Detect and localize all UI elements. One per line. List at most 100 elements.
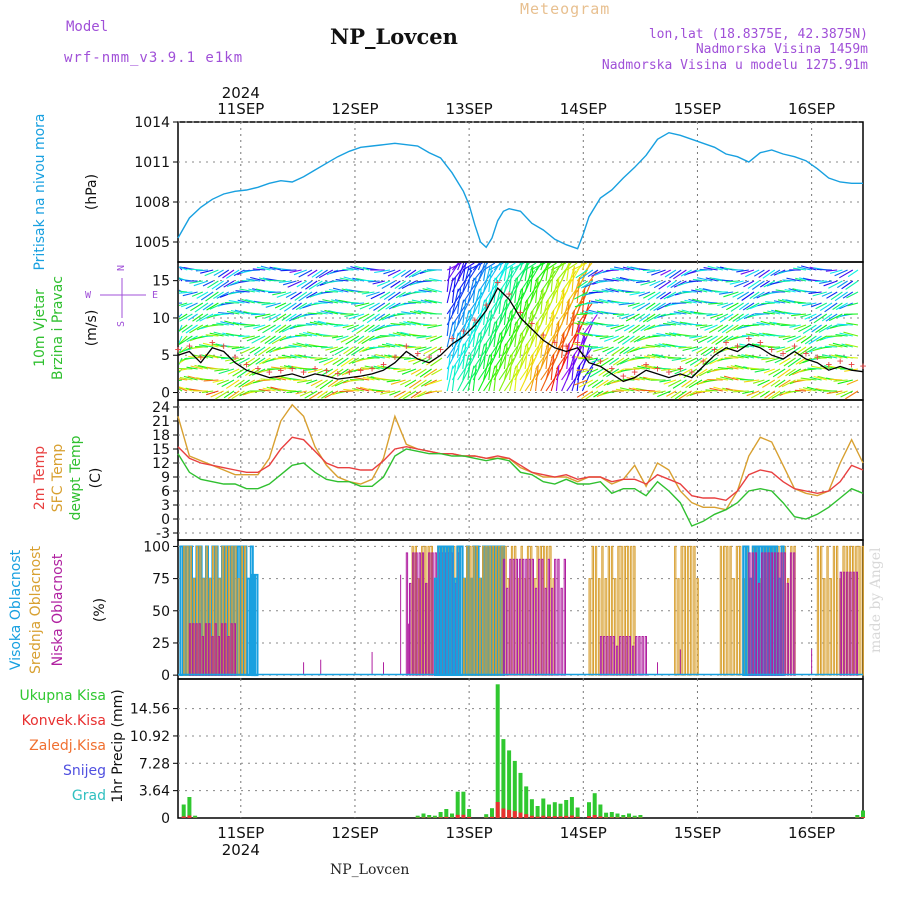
wind-arrow (519, 332, 524, 359)
wind-arrow (731, 346, 744, 349)
wind-arrow (813, 375, 827, 381)
wind-arrow (222, 269, 235, 279)
wind-arrow (318, 300, 333, 304)
wind-arrow (249, 346, 261, 354)
mid-cloud-label: Srednja Oblacnost (28, 546, 44, 674)
wind-arrow (401, 280, 417, 289)
wind-arrow (290, 354, 302, 359)
wind-arrow (590, 300, 604, 304)
wind-arrow (778, 379, 791, 388)
wind-arrow (431, 368, 443, 376)
wind-arrow (737, 354, 749, 359)
wind-arrow (446, 277, 454, 304)
wind-arrow (666, 280, 677, 288)
cloud-bar (534, 587, 538, 676)
wind-arrow (472, 288, 480, 315)
wind-arrow (843, 331, 859, 337)
temp-tick-label: 6 (161, 484, 170, 500)
wind-arrow (359, 302, 375, 310)
wind-arrow (266, 386, 281, 392)
cloud-bar (512, 558, 515, 676)
wind-arrow (277, 356, 292, 359)
wind-arrow (591, 379, 604, 389)
wind-arrow (837, 379, 853, 385)
wind-arrow (811, 365, 827, 370)
wind-arrow (304, 390, 318, 399)
temp-tick-label: 3 (161, 498, 170, 514)
wind-arrow (837, 280, 848, 289)
wind-arrow (271, 335, 287, 345)
precip-bar (598, 804, 603, 818)
wind-arrow (265, 346, 276, 354)
wind-arrow (824, 345, 838, 348)
wind-arrow (239, 288, 255, 293)
wind-arrow (760, 320, 775, 326)
wind-arrow (218, 311, 235, 315)
gust-marker: + (666, 366, 673, 379)
wind-arrow (178, 346, 183, 354)
wind-arrow (426, 287, 443, 293)
precip-bar (575, 807, 580, 818)
wind-arrow (498, 262, 507, 282)
wind-arrow (768, 390, 781, 400)
wind-arrow (640, 280, 656, 286)
wind-arrow (798, 324, 812, 333)
wind-arrow (705, 389, 718, 392)
cloud-bar (644, 636, 648, 676)
cloud-bar (525, 558, 528, 676)
wind-arrow (636, 280, 651, 284)
wind-arrow (393, 390, 406, 398)
wind-arrow (696, 277, 713, 282)
wind-arrow (579, 269, 594, 280)
cloud-bar (557, 558, 560, 676)
cloud-bar (690, 545, 693, 676)
wind-arrow (670, 280, 682, 289)
wind-arrow (723, 375, 739, 381)
wind-arrow (529, 321, 538, 348)
wind-arrow (252, 288, 266, 293)
cloud-bar (619, 636, 622, 676)
wind-arrow (451, 365, 457, 392)
wind-arrow (670, 320, 687, 326)
wind-arrow (386, 324, 401, 327)
temp-tick-label: 21 (152, 414, 170, 430)
wind-arrow (419, 368, 432, 378)
wind-arrow (688, 298, 703, 304)
wind-arrow (757, 379, 770, 386)
wind-arrow (674, 368, 687, 375)
wind-arrow (710, 313, 723, 319)
precip-bar (512, 760, 517, 818)
wind-arrow (243, 269, 261, 272)
wind-arrow (329, 346, 344, 354)
wind-arrow (561, 288, 565, 315)
cloud-bar (628, 636, 632, 676)
wind-arrow (413, 310, 427, 315)
wind-arrow (407, 301, 422, 304)
wind-arrow (673, 280, 687, 288)
wind-arrow (595, 379, 609, 389)
wind-arrow (638, 291, 651, 297)
wind-arrow (634, 356, 651, 359)
wind-arrow (763, 311, 775, 315)
pressure-tick-label: 1014 (134, 115, 170, 131)
wind-arrow (206, 302, 219, 311)
wind-arrow (503, 343, 508, 370)
cloud-bar (598, 578, 601, 676)
wind-arrow (759, 390, 770, 398)
wind-arrow (189, 324, 204, 334)
gust-marker: + (483, 298, 490, 311)
wind-arrow (178, 313, 183, 318)
wind-arrow (818, 355, 833, 359)
wind-arrow (648, 390, 661, 393)
gust-marker: + (266, 366, 273, 379)
wind-arrow (295, 302, 308, 311)
wind-arrow (648, 335, 661, 338)
wind-arrow (351, 324, 365, 333)
wind-speed-line (177, 287, 864, 383)
wind-arrow (413, 379, 427, 390)
wind-arrow (400, 269, 412, 278)
wind-arrow (278, 280, 292, 284)
wind-arrow (540, 332, 544, 359)
wind-arrow (738, 302, 750, 311)
wind-arrow (612, 313, 625, 316)
